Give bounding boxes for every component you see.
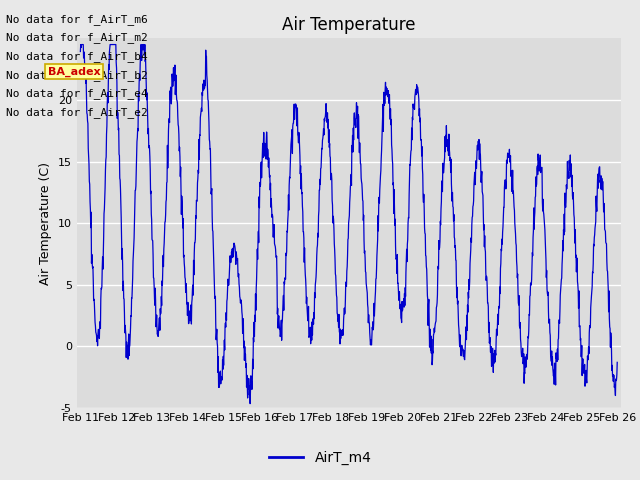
Text: No data for f_AirT_m6: No data for f_AirT_m6: [6, 13, 148, 24]
Text: No data for f_AirT_b4: No data for f_AirT_b4: [6, 51, 148, 62]
Legend: AirT_m4: AirT_m4: [263, 445, 377, 471]
Text: No data for f_AirT_e4: No data for f_AirT_e4: [6, 88, 148, 99]
Text: BA_adex: BA_adex: [48, 66, 100, 77]
Y-axis label: Air Temperature (C): Air Temperature (C): [39, 162, 52, 285]
Title: Air Temperature: Air Temperature: [282, 16, 415, 34]
Text: No data for f_AirT_e2: No data for f_AirT_e2: [6, 107, 148, 118]
Text: No data for f_AirT_m2: No data for f_AirT_m2: [6, 32, 148, 43]
Text: No data for f_AirT_b2: No data for f_AirT_b2: [6, 70, 148, 81]
